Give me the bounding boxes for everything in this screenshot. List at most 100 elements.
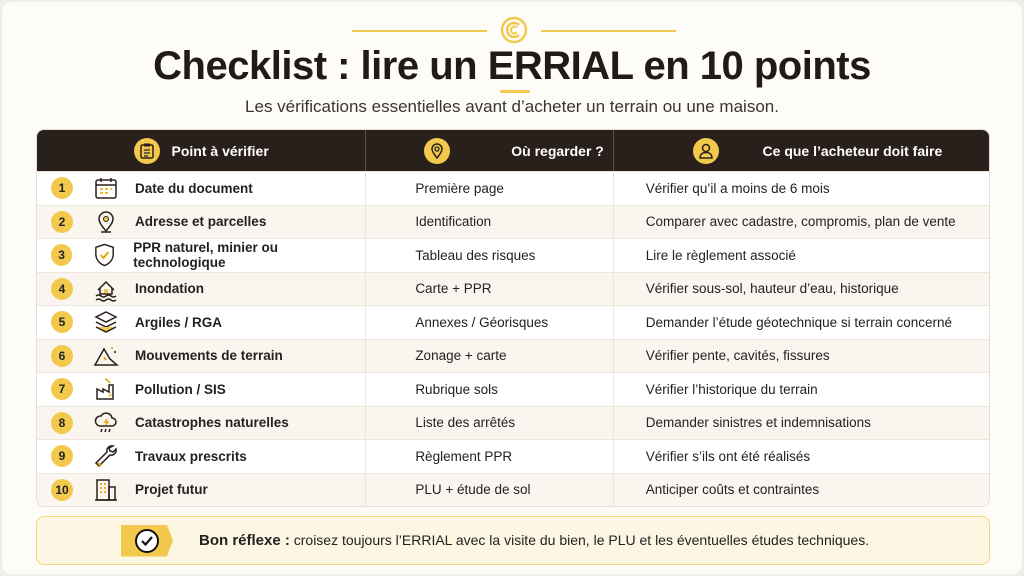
action-cell: Anticiper coûts et contraintes — [614, 474, 989, 507]
where-text: Carte + PPR — [415, 281, 492, 297]
map-pin-icon — [98, 211, 114, 233]
storm-cloud-icon — [94, 412, 117, 432]
where-text: Rubrique sols — [415, 381, 498, 397]
factory-icon — [96, 378, 114, 400]
row-number: 5 — [51, 311, 73, 334]
column-header-label: Ce que l’acheteur doit faire — [762, 142, 943, 159]
table-row: 9 Travaux prescrits Règlement PPR Vérifier … — [37, 439, 989, 473]
action-text: Vérifier pente, cavités, fissures — [645, 348, 830, 364]
column-header-point: Point à vérifier — [37, 130, 367, 171]
where-text: Première page — [415, 180, 504, 196]
logo-icon — [500, 16, 528, 44]
title-underline — [500, 90, 530, 93]
table-body: 1 Date du document Première page Vérifier q… — [37, 171, 989, 506]
action-text: Vérifier qu’il a moins de 6 mois — [645, 180, 830, 196]
table-row: 5 Argiles / RGA Annexes / Géorisques Demand… — [37, 305, 989, 339]
column-header-action: Ce que l’acheteur doit faire — [614, 130, 989, 171]
action-cell: Lire le règlement associé — [614, 239, 989, 272]
point-cell: 3 PPR naturel, minier ou technologique — [37, 239, 367, 272]
landslide-icon — [93, 346, 119, 366]
header-decoration — [352, 16, 676, 48]
where-cell: Liste des arrêtés — [366, 406, 614, 439]
row-number: 3 — [51, 244, 73, 267]
where-text: Tableau des risques — [415, 247, 536, 263]
map-pin-icon — [424, 137, 451, 164]
point-cell: 5 Argiles / RGA — [37, 306, 367, 339]
action-cell: Vérifier l’historique du terrain — [614, 373, 989, 406]
row-number: 10 — [51, 478, 73, 501]
point-cell: 8 Catastrophes naturelles — [37, 406, 367, 439]
column-header-label: Point à vérifier — [171, 142, 269, 159]
tip-body: croisez toujours l’ERRIAL avec la visite… — [289, 532, 870, 548]
layers-icon — [94, 311, 118, 334]
action-text: Vérifier s’ils ont été réalisés — [645, 448, 811, 464]
calendar-icon — [95, 178, 117, 199]
action-text: Comparer avec cadastre, compromis, plan … — [645, 214, 956, 230]
where-cell: PLU + étude de sol — [366, 473, 614, 506]
where-text: Identification — [415, 214, 492, 230]
point-label: Inondation — [135, 281, 204, 297]
action-cell: Vérifier pente, cavités, fissures — [614, 340, 989, 373]
point-label: Catastrophes naturelles — [135, 415, 289, 431]
where-cell: Annexes / Géorisques — [366, 306, 614, 339]
tip-label: Bon réflexe : — [199, 532, 290, 549]
table-row: 6 Mouvements de terrain Zonage + carte Véri… — [37, 338, 989, 373]
table-row: 3 PPR naturel, minier ou technologique Tab… — [37, 238, 989, 272]
table-header: Point à vérifier Où regarder ? Ce que l’… — [37, 130, 989, 171]
point-cell: 7 Pollution / SIS — [37, 373, 367, 406]
where-text: Règlement PPR — [415, 448, 513, 464]
check-circle-icon — [135, 528, 159, 553]
where-text: Annexes / Géorisques — [415, 314, 549, 330]
action-cell: Vérifier s’ils ont été réalisés — [614, 440, 989, 473]
action-cell: Demander l’étude géotechnique si terrain… — [614, 306, 989, 339]
point-label: Pollution / SIS — [135, 381, 226, 397]
building-icon — [95, 479, 117, 501]
table-row: 8 Catastrophes naturelles Liste des arrêté… — [37, 405, 989, 440]
row-number: 2 — [51, 210, 73, 233]
row-number: 9 — [51, 445, 73, 468]
where-cell: Carte + PPR — [366, 272, 614, 305]
row-number: 4 — [51, 277, 73, 300]
action-text: Anticiper coûts et contraintes — [645, 482, 820, 498]
where-cell: Rubrique sols — [366, 373, 614, 406]
table-row: 10 Projet futur PLU + étude de sol Anticipe… — [37, 472, 989, 507]
action-text: Vérifier l’historique du terrain — [645, 381, 818, 397]
row-number: 6 — [51, 344, 73, 367]
action-text: Demander sinistres et indemnisations — [645, 415, 871, 431]
where-cell: Première page — [366, 172, 614, 205]
point-cell: 6 Mouvements de terrain — [37, 339, 367, 372]
where-text: Liste des arrêtés — [415, 415, 516, 431]
row-number: 7 — [51, 378, 73, 401]
divider — [541, 30, 676, 32]
checklist-table: Point à vérifier Où regarder ? Ce que l’… — [36, 129, 990, 507]
point-label: PPR naturel, minier ou technologique — [133, 240, 279, 271]
action-text: Vérifier sous-sol, hauteur d’eau, histor… — [645, 281, 899, 297]
tip-text: Bon réflexe : croisez toujours l’ERRIAL … — [199, 532, 869, 549]
where-cell: Tableau des risques — [366, 239, 614, 272]
point-cell: 10 Projet futur — [37, 473, 367, 506]
wrench-icon — [94, 445, 117, 468]
page-title: Checklist : lire un ERRIAL en 10 points — [153, 44, 871, 88]
tip-banner: Bon réflexe : croisez toujours l’ERRIAL … — [36, 516, 990, 565]
action-cell: Demander sinistres et indemnisations — [614, 407, 989, 440]
user-icon — [692, 137, 719, 164]
clipboard-icon — [133, 137, 160, 164]
point-cell: 2 Adresse et parcelles — [37, 205, 367, 238]
table-row: 4 Inondation Carte + PPR Vérifier sous-sol,… — [37, 271, 989, 306]
tip-badge — [121, 524, 173, 557]
action-text: Demander l’étude géotechnique si terrain… — [645, 314, 952, 330]
where-text: Zonage + carte — [415, 348, 507, 364]
point-cell: 1 Date du document — [37, 172, 367, 205]
point-label: Mouvements de terrain — [135, 348, 283, 364]
action-cell: Vérifier sous-sol, hauteur d’eau, histor… — [614, 273, 989, 306]
where-cell: Identification — [366, 205, 614, 238]
point-cell: 4 Inondation — [37, 272, 367, 305]
row-number: 1 — [51, 177, 73, 200]
table-row: 2 Adresse et parcelles Identification Compa… — [37, 204, 989, 238]
where-cell: Règlement PPR — [366, 440, 614, 473]
action-cell: Vérifier qu’il a moins de 6 mois — [614, 172, 989, 205]
action-text: Lire le règlement associé — [645, 247, 796, 263]
point-label: Adresse et parcelles — [135, 214, 267, 230]
table-row: 1 Date du document Première page Vérifier q… — [37, 171, 989, 205]
point-label: Travaux prescrits — [135, 448, 247, 464]
